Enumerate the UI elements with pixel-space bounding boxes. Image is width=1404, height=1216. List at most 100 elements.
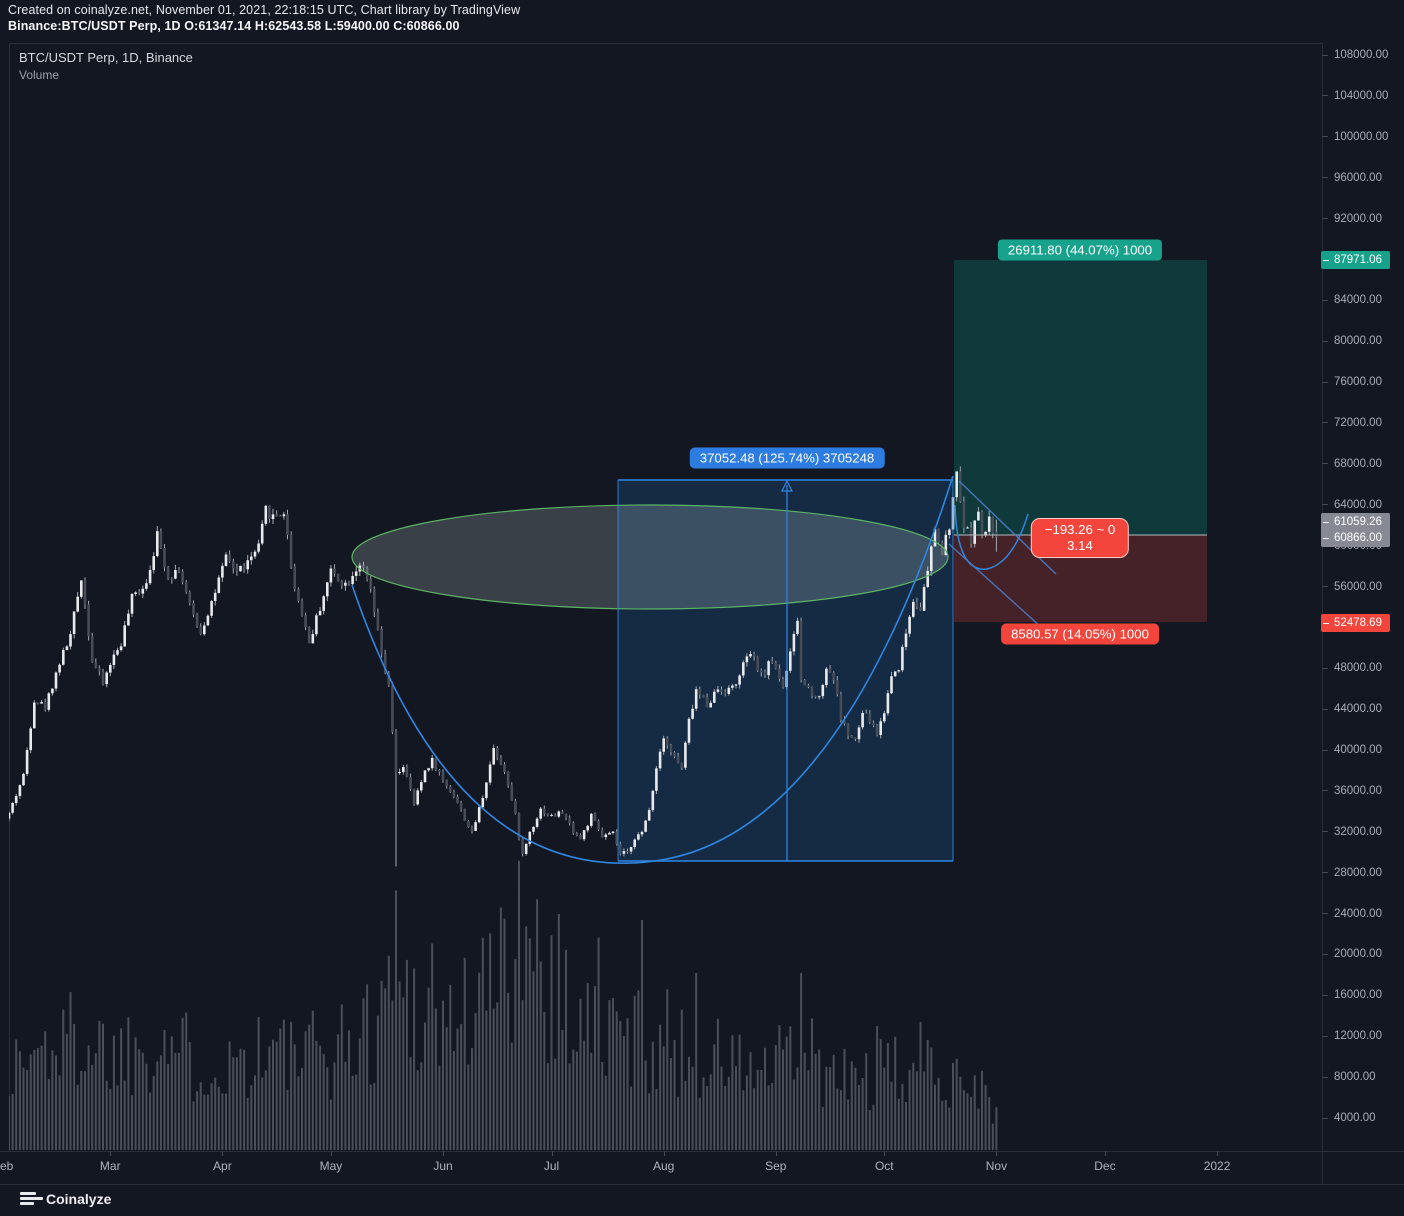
- time-tick-mark: [551, 1151, 553, 1156]
- price-tick-label: 92000.00: [1334, 212, 1382, 225]
- price-tick-label: 4000.00: [1334, 1112, 1376, 1124]
- price-tick-label: 96000.00: [1334, 171, 1382, 184]
- price-tick-label: 32000.00: [1334, 825, 1382, 838]
- price-axis-label-52478.69: 52478.69: [1321, 614, 1390, 632]
- price-tick-mark: [1322, 913, 1328, 915]
- time-tick-mark: [1217, 1151, 1219, 1156]
- pnl-line2: 3.14: [1067, 538, 1093, 553]
- position-pnl-tooltip[interactable]: −193.26 ~ 0 3.14: [1030, 518, 1130, 558]
- price-tick-mark: [1322, 463, 1328, 465]
- price-tick-label: 76000.00: [1334, 376, 1382, 389]
- time-label-oct: Oct: [874, 1159, 894, 1173]
- price-tick-label: 100000.00: [1334, 130, 1389, 143]
- price-tick-mark: [1322, 218, 1328, 220]
- pnl-line1: −193.26 ~ 0: [1044, 522, 1116, 537]
- footer-separator: [0, 1184, 1404, 1185]
- time-tick-mark: [775, 1151, 777, 1156]
- price-tick-mark: [1322, 586, 1328, 587]
- price-axis-label-60866.00: 60866.00: [1321, 529, 1390, 547]
- price-tick-label: 48000.00: [1334, 662, 1382, 675]
- price-tick-label: 64000.00: [1334, 498, 1382, 511]
- time-tick-mark: [884, 1151, 886, 1156]
- price-tick-mark: [1322, 790, 1328, 792]
- price-tick-label: 24000.00: [1334, 907, 1382, 920]
- price-tick-mark: [1322, 749, 1328, 751]
- price-tick-mark: [1322, 953, 1328, 955]
- price-tick-mark: [1322, 667, 1328, 669]
- price-tick-mark: [1322, 95, 1328, 97]
- price-tick-label: 28000.00: [1334, 866, 1382, 879]
- legend-volume-indicator[interactable]: Volume: [19, 68, 60, 82]
- logo-bar: [20, 1202, 34, 1205]
- time-tick-mark: [996, 1151, 998, 1156]
- price-tick-mark: [1322, 1076, 1328, 1078]
- price-axis-separator[interactable]: [1322, 43, 1323, 1184]
- price-tick-mark: [1322, 422, 1328, 424]
- price-tick-mark: [1322, 872, 1328, 874]
- price-axis-label-tick: [1323, 537, 1329, 539]
- time-label-nov: Nov: [985, 1159, 1008, 1173]
- price-tick-mark: [1322, 504, 1328, 506]
- symbol-ohlc-text: Binance:BTC/USDT Perp, 1D O:61347.14 H:6…: [8, 19, 460, 33]
- price-tick-label: 104000.00: [1334, 89, 1389, 102]
- price-tick-label: 56000.00: [1334, 580, 1382, 593]
- price-tick-mark: [1322, 299, 1328, 301]
- price-axis-label-tick: [1323, 521, 1329, 523]
- long-position-stop-label[interactable]: 8580.57 (14.05%) 1000: [1001, 623, 1159, 645]
- price-tick-mark: [1322, 340, 1328, 342]
- time-tick-mark: [110, 1151, 112, 1156]
- price-tick-label: 20000.00: [1334, 948, 1382, 961]
- time-label-may: May: [319, 1159, 343, 1173]
- price-tick-mark: [1322, 708, 1328, 710]
- attribution-text: Created on coinalyze.net, November 01, 2…: [8, 3, 521, 17]
- time-label-jul: Jul: [543, 1159, 560, 1173]
- time-label-apr: Apr: [213, 1159, 232, 1173]
- price-tick-label: 8000.00: [1334, 1071, 1376, 1084]
- time-tick-mark: [1104, 1151, 1106, 1156]
- time-tick-mark: [663, 1151, 665, 1156]
- price-tick-label: 16000.00: [1334, 989, 1382, 1002]
- price-axis-label-tick: [1323, 622, 1329, 624]
- price-axis-label-87971.06: 87971.06: [1321, 251, 1390, 269]
- price-tick-label: 108000.00: [1334, 49, 1389, 61]
- pane-left-border: [9, 43, 10, 1151]
- time-tick-mark: [330, 1151, 332, 1156]
- price-tick-mark: [1322, 1035, 1328, 1037]
- legend-symbol[interactable]: BTC/USDT Perp, 1D, Binance: [19, 50, 193, 65]
- time-label-aug: Aug: [652, 1159, 675, 1173]
- price-tick-label: 72000.00: [1334, 416, 1382, 429]
- long-position-target-label[interactable]: 26911.80 (44.07%) 1000: [997, 239, 1163, 261]
- time-tick-mark: [222, 1151, 224, 1156]
- pane-top-border: [9, 43, 1322, 44]
- price-tick-mark: [1322, 1117, 1328, 1119]
- time-label-jun: Jun: [433, 1159, 453, 1173]
- coinalyze-brand-text: Coinalyze: [46, 1191, 112, 1207]
- time-tick-mark: [443, 1151, 445, 1156]
- logo-bar: [20, 1197, 43, 1200]
- price-tick-label: 12000.00: [1334, 1030, 1382, 1043]
- price-tick-label: 44000.00: [1334, 703, 1382, 716]
- time-label-feb: eb: [0, 1159, 14, 1173]
- price-tick-mark: [1322, 54, 1328, 56]
- time-label-sep: Sep: [765, 1159, 787, 1173]
- price-tick-label: 80000.00: [1334, 335, 1382, 348]
- chart-draw-layer: [9, 260, 1207, 1151]
- time-label-dec: Dec: [1094, 1159, 1116, 1173]
- price-axis-label-tick: [1323, 259, 1329, 261]
- price-axis-label-61059.26: 61059.26: [1321, 513, 1390, 531]
- logo-bar: [20, 1192, 36, 1195]
- price-tick-mark: [1322, 177, 1328, 179]
- price-tick-mark: [1322, 994, 1328, 996]
- date-price-range-label[interactable]: 37052.48 (125.74%) 3705248: [689, 447, 885, 469]
- time-label-2022: 2022: [1203, 1159, 1231, 1173]
- time-label-mar: Mar: [99, 1159, 121, 1173]
- price-tick-label: 84000.00: [1334, 294, 1382, 307]
- price-tick-mark: [1322, 136, 1328, 138]
- price-tick-label: 68000.00: [1334, 457, 1382, 470]
- price-tick-label: 36000.00: [1334, 784, 1382, 797]
- time-axis-separator[interactable]: [0, 1151, 1404, 1152]
- price-tick-mark: [1322, 381, 1328, 383]
- price-tick-label: 40000.00: [1334, 744, 1382, 757]
